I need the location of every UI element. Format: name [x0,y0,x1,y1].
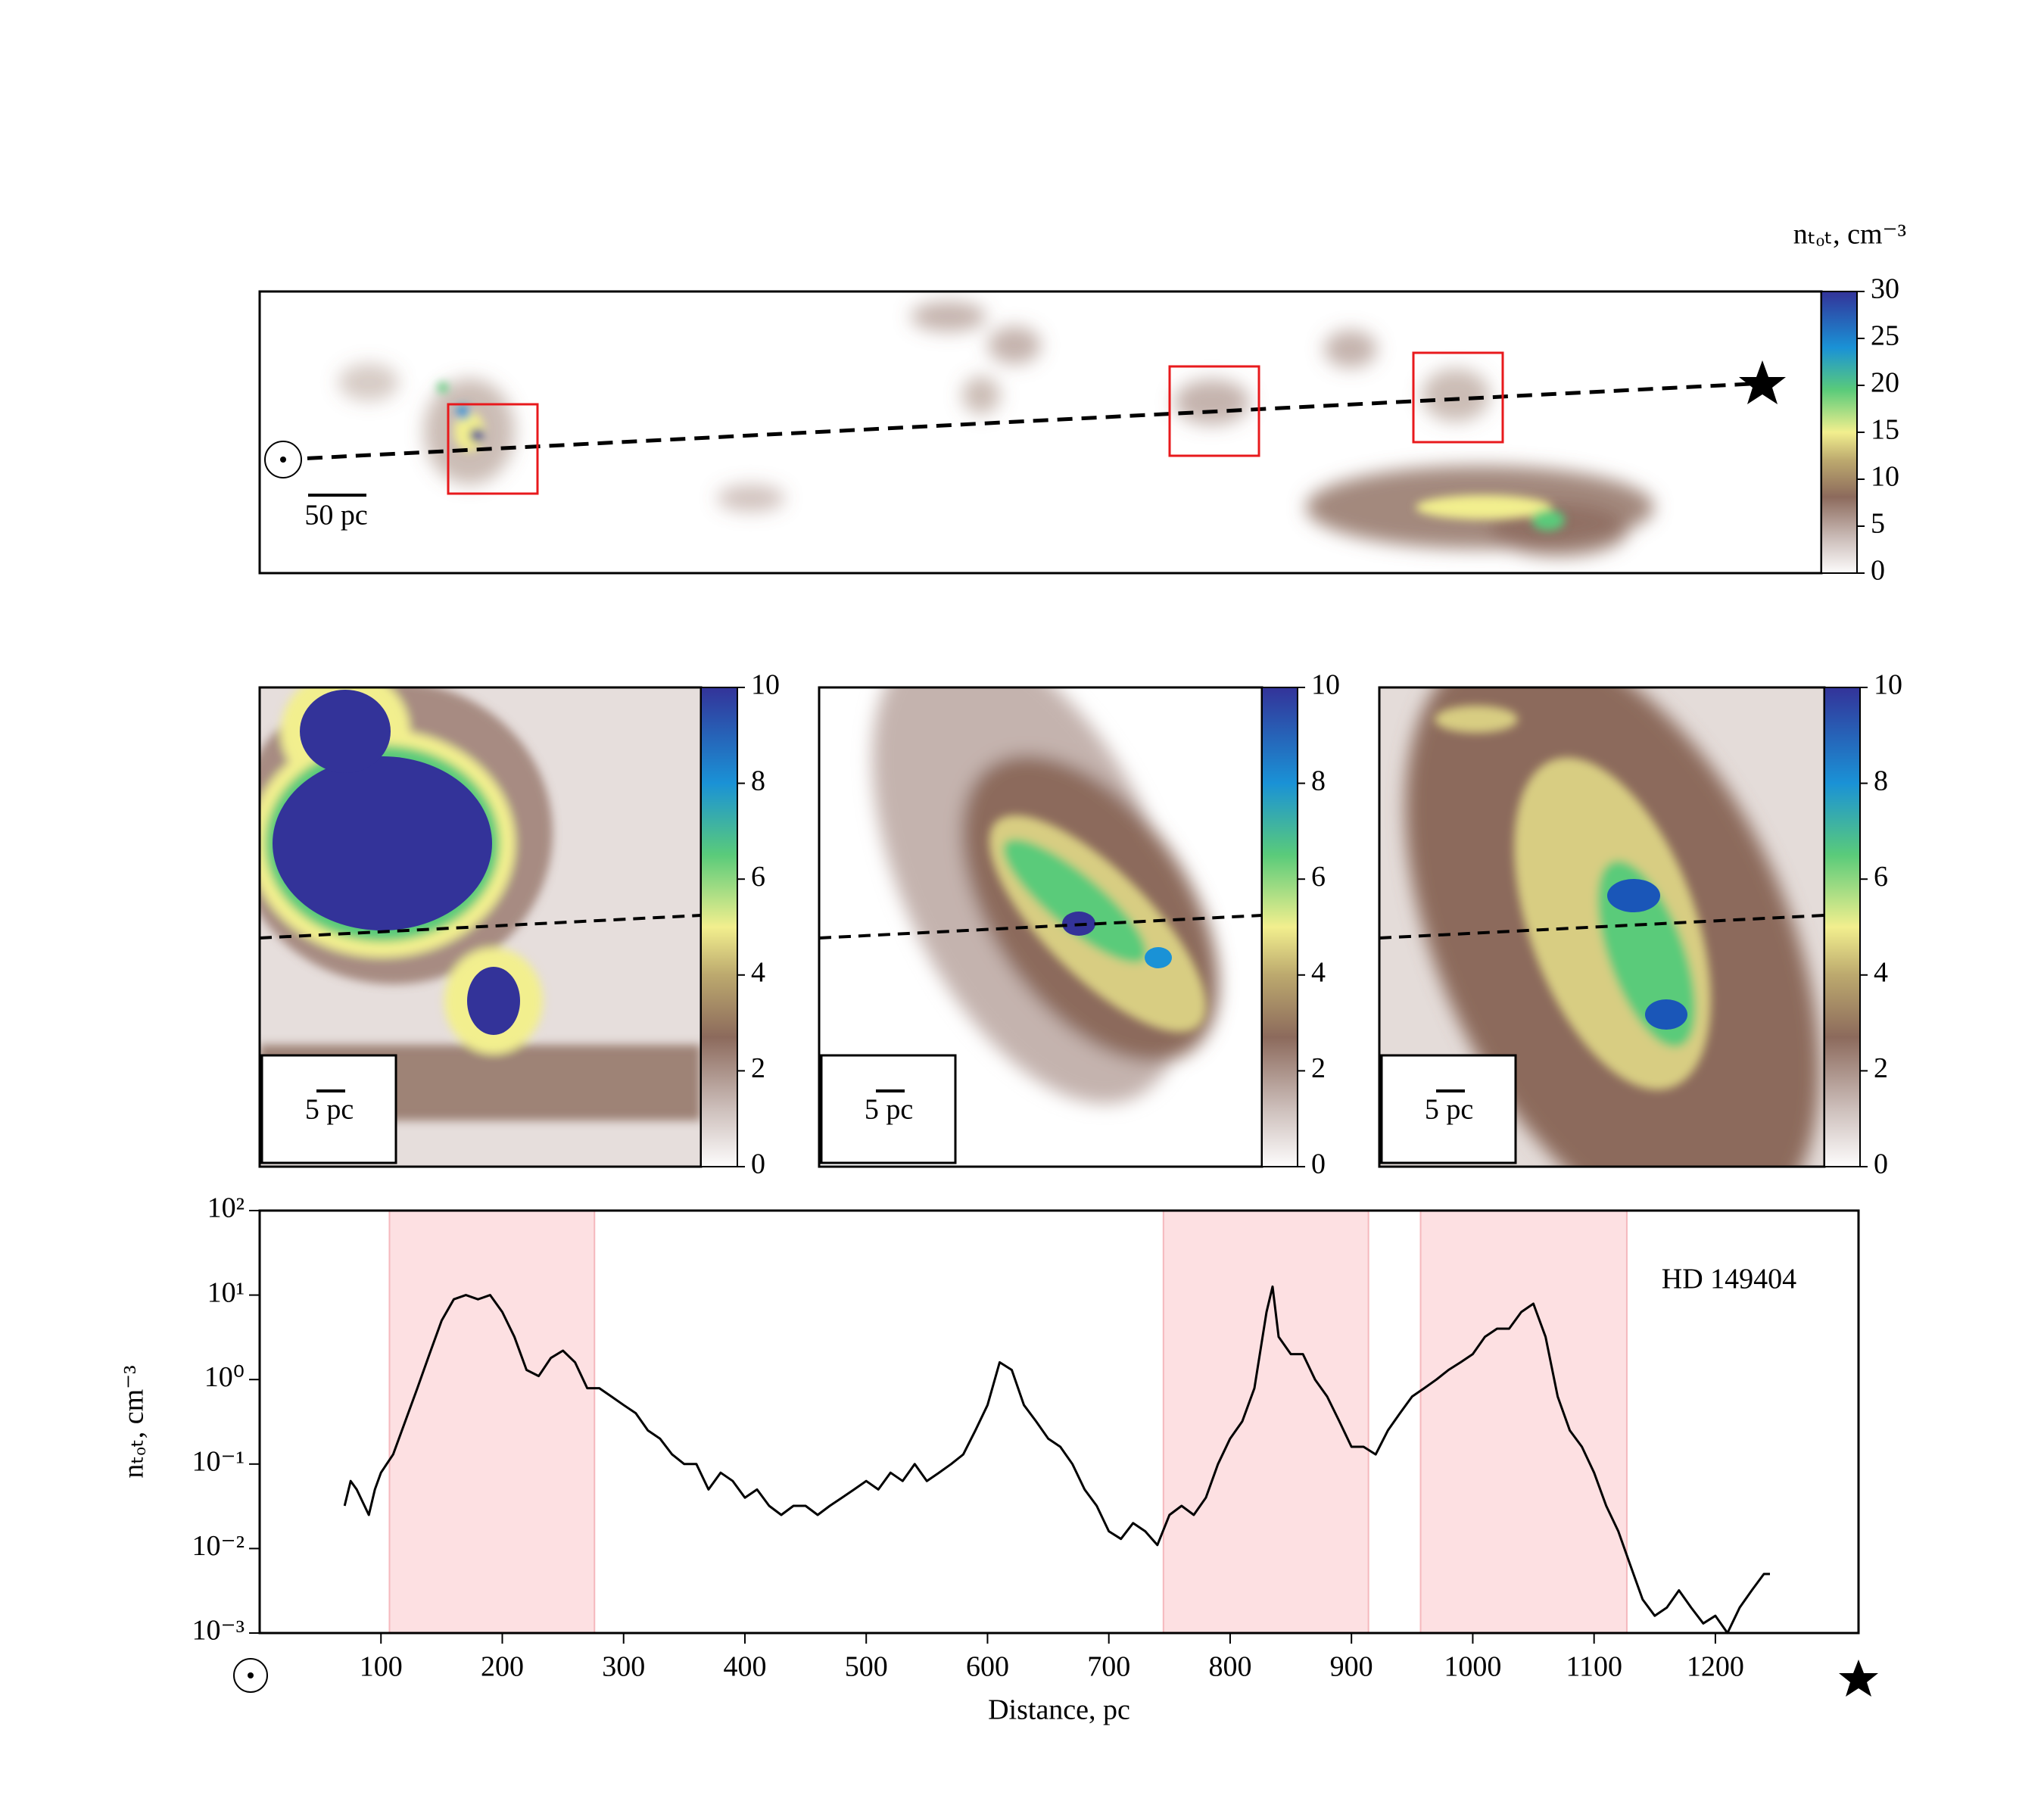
sightline-zoom [259,914,1825,940]
y-tick-label: 10² [207,1192,245,1224]
colorbar-tick-label: 6 [1311,861,1326,893]
x-tick-label: 1100 [1566,1651,1622,1683]
colorbar-tick-label: 10 [751,669,780,701]
x-axis-label: Distance, pc [988,1694,1130,1726]
x-tick-label: 100 [360,1651,403,1683]
x-tick-label: 900 [1330,1651,1373,1683]
colorbar-tick-label: 0 [751,1148,765,1180]
scale-label: 5 pc [305,1094,354,1126]
colorbar-tick-label: 8 [751,765,765,796]
zoom-boxes [447,351,1504,495]
colorbar-tick-label: 25 [1871,320,1899,352]
x-tick-label: 400 [723,1651,766,1683]
colorbar-tick-label: 15 [1871,414,1899,446]
y-tick-label: 10⁻² [192,1530,245,1562]
data-line [343,1285,1770,1635]
highlight-span [388,1210,596,1634]
sightline [282,381,1766,462]
map-image [338,301,1654,556]
colorbar-tick-label: 6 [751,861,765,893]
colorbar-tick-label: 10 [1311,669,1340,701]
colorbar-tick-label: 6 [1874,861,1888,893]
colorbar-tick-label: 2 [751,1052,765,1084]
y-tick-label: 10⁻³ [192,1615,245,1647]
colorbar-tick-label: 2 [1874,1052,1888,1084]
y-tick-label: 10⁰ [204,1361,245,1393]
y-axis-label: nₜₒₜ, cm⁻³ [118,1365,150,1478]
colorbar [1821,291,1858,574]
x-tick-label: 700 [1087,1651,1130,1683]
zoom-image [1379,687,1824,1167]
colorbar-tick-label: 0 [1311,1148,1326,1180]
x-tick-label: 800 [1208,1651,1251,1683]
scale-label: 5 pc [1425,1094,1473,1126]
sun-dot [248,1672,254,1678]
colorbar [700,687,738,1167]
colorbar-tick-label: 30 [1871,273,1899,305]
y-tick-label: 10¹ [207,1276,245,1308]
x-tick-label: 500 [845,1651,888,1683]
colorbar [1824,687,1861,1167]
star-symbol [1739,360,1786,404]
x-tick-label: 600 [966,1651,1009,1683]
x-tick-label: 1000 [1444,1651,1501,1683]
scale-box [1380,1054,1517,1164]
colorbar-tick-label: 5 [1871,508,1885,540]
y-tick-label: 10⁻¹ [192,1446,245,1478]
colorbar-tick-label: 0 [1871,555,1885,587]
colorbar-tick-label: 2 [1311,1052,1326,1084]
x-tick-label: 200 [481,1651,524,1683]
annotation: HD 149404 [1662,1264,1796,1295]
scale-box [260,1054,397,1164]
scale-label: 50 pc [304,500,367,531]
plot-frame [258,1209,1860,1635]
highlight-span [1162,1210,1369,1634]
colorbar-tick-label: 10 [1871,461,1899,493]
highlight-span [1419,1210,1628,1634]
colorbar [1261,687,1298,1167]
x-tick-label: 300 [602,1651,645,1683]
zoom-image [872,687,1219,1104]
colorbar-tick-label: 10 [1874,669,1902,701]
sun-dot [280,457,286,463]
scale-box [820,1054,957,1164]
colorbar-tick-label: 0 [1874,1148,1888,1180]
colorbar-tick-label: 8 [1874,765,1888,796]
x-tick-label: 1200 [1687,1651,1744,1683]
colorbar-tick-label: 4 [1311,957,1326,989]
colorbar-tick-label: 4 [751,957,765,989]
star-symbol [1839,1660,1878,1697]
colorbar-tick-label: 8 [1311,765,1326,796]
colorbar-label: nₜₒₜ, cm⁻³ [1793,219,1906,251]
colorbar-tick-label: 4 [1874,957,1888,989]
scale-label: 5 pc [865,1094,913,1126]
colorbar-tick-label: 20 [1871,367,1899,399]
